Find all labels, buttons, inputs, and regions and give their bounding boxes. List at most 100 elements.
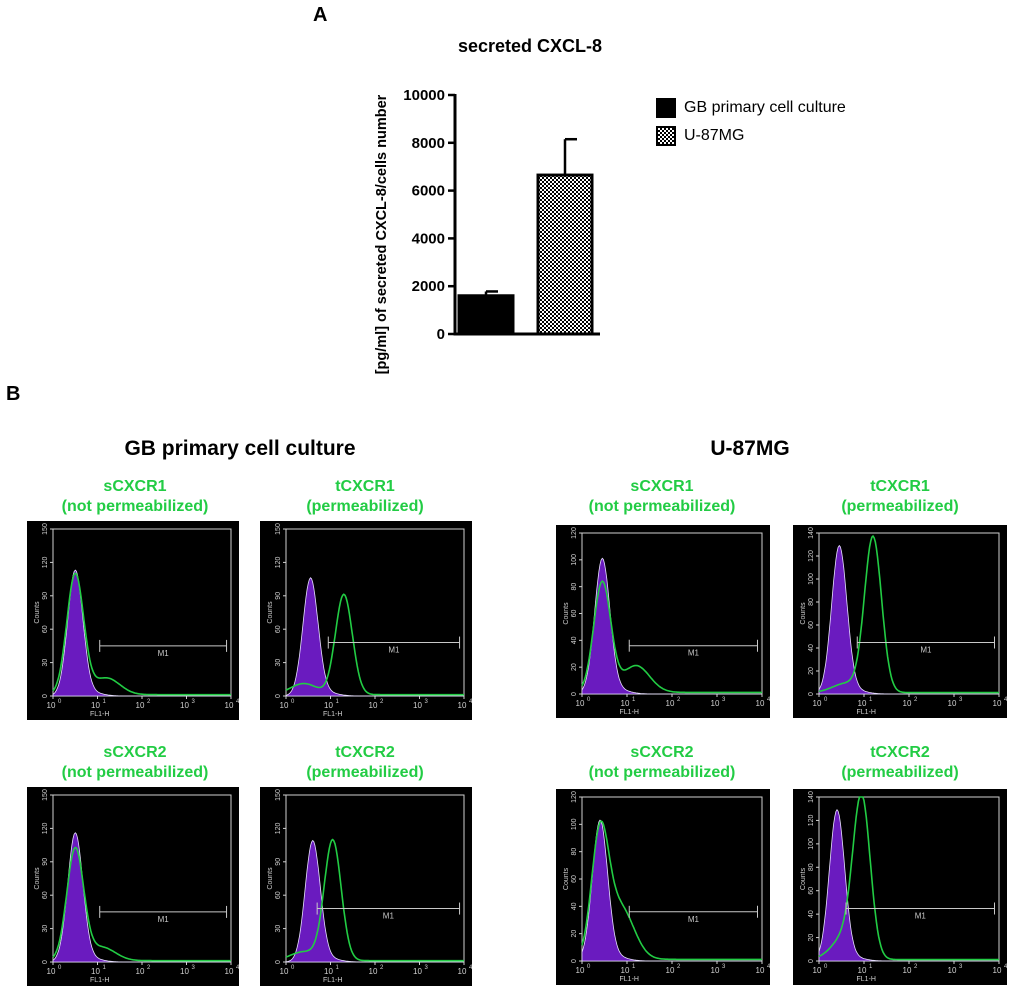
legend-item-gb: GB primary cell culture (656, 98, 846, 118)
x-tick-exponent: 1 (869, 964, 873, 970)
x-tick-exponent: 3 (959, 964, 963, 970)
legend-item-u87: U-87MG (656, 126, 846, 146)
y-axis-label: Counts (267, 867, 274, 890)
x-tick-label: 10 (813, 966, 822, 975)
y-tick-label: 150 (275, 789, 282, 801)
x-tick-exponent: 0 (58, 965, 62, 971)
x-tick-exponent: 1 (103, 699, 107, 705)
y-tick-label: 10000 (403, 87, 445, 104)
x-tick-exponent: 3 (425, 699, 429, 705)
x-axis-label: FL1-H (620, 709, 639, 716)
x-tick-label: 10 (666, 966, 675, 975)
group-title-u87: U-87MG (710, 437, 790, 460)
x-tick-label: 10 (47, 701, 56, 710)
x-tick-label: 10 (47, 967, 56, 976)
group-title-gb: GB primary cell culture (124, 437, 356, 460)
x-tick-exponent: 4 (469, 699, 472, 705)
x-tick-exponent: 3 (722, 964, 726, 970)
stained-histogram (581, 820, 762, 961)
x-tick-exponent: 3 (959, 697, 963, 703)
x-tick-exponent: 1 (632, 964, 636, 970)
y-tick-label: 60 (571, 610, 578, 618)
x-tick-exponent: 1 (336, 965, 340, 971)
y-tick-label: 20 (808, 667, 815, 675)
x-tick-label: 10 (858, 699, 867, 708)
y-tick-label: 0 (437, 326, 445, 343)
stained-histogram (285, 838, 464, 962)
x-axis-label: FL1-H (323, 711, 342, 718)
y-tick-label: 120 (808, 814, 815, 826)
x-axis-label: FL1-H (90, 711, 109, 718)
bar-legend: GB primary cell culture U-87MG (656, 98, 846, 146)
x-tick-exponent: 0 (824, 697, 828, 703)
x-tick-label: 10 (180, 701, 189, 710)
x-tick-exponent: 2 (677, 697, 681, 703)
control-histogram (818, 808, 999, 962)
y-axis-label: [pg/ml] of secreted CXCL-8/cells number (374, 94, 390, 374)
x-tick-label: 10 (948, 699, 957, 708)
x-tick-exponent: 0 (291, 965, 295, 971)
x-tick-exponent: 0 (587, 697, 591, 703)
x-tick-exponent: 1 (103, 965, 107, 971)
x-tick-label: 10 (458, 967, 467, 976)
x-tick-label: 10 (180, 967, 189, 976)
y-tick-label: 30 (275, 925, 282, 933)
y-tick-label: 0 (808, 959, 815, 963)
y-tick-label: 20 (808, 934, 815, 942)
legend-label-gb: GB primary cell culture (684, 99, 846, 116)
y-tick-label: 100 (808, 573, 815, 585)
x-tick-label: 10 (711, 966, 720, 975)
y-axis-label: Counts (34, 867, 41, 890)
x-tick-exponent: 0 (58, 699, 62, 705)
y-tick-label: 40 (808, 644, 815, 652)
y-axis-label: Counts (34, 601, 41, 624)
y-tick-label: 0 (275, 960, 282, 964)
x-tick-exponent: 1 (632, 697, 636, 703)
y-tick-label: 40 (571, 902, 578, 910)
y-tick-label: 80 (808, 598, 815, 606)
x-tick-exponent: 3 (192, 965, 196, 971)
x-tick-label: 10 (948, 966, 957, 975)
stained-histogram (285, 593, 464, 696)
y-tick-label: 90 (275, 858, 282, 866)
stained-histogram (818, 534, 999, 694)
y-tick-label: 100 (571, 554, 578, 566)
panel-b-label: B (6, 383, 21, 405)
x-tick-exponent: 2 (147, 699, 151, 705)
gate-label: M1 (688, 915, 700, 924)
legend-swatch-solid (656, 98, 676, 118)
y-tick-label: 8000 (412, 135, 445, 152)
stained-histogram (52, 572, 231, 696)
panel-a-label: A (313, 4, 328, 26)
x-tick-exponent: 3 (192, 699, 196, 705)
y-tick-label: 20 (571, 930, 578, 938)
y-tick-label: 60 (275, 891, 282, 899)
x-tick-label: 10 (903, 966, 912, 975)
y-tick-label: 80 (571, 583, 578, 591)
y-tick-label: 2000 (412, 278, 445, 295)
y-tick-label: 6000 (412, 183, 445, 200)
gate-label: M1 (388, 646, 400, 655)
y-tick-label: 0 (275, 694, 282, 698)
x-tick-exponent: 0 (824, 964, 828, 970)
x-tick-label: 10 (280, 701, 289, 710)
gate-label: M1 (915, 912, 927, 921)
y-tick-label: 30 (42, 659, 49, 667)
x-tick-label: 10 (903, 699, 912, 708)
gate-label: M1 (688, 649, 700, 658)
x-axis-label: FL1-H (323, 977, 342, 984)
x-tick-exponent: 4 (236, 699, 239, 705)
x-tick-exponent: 2 (380, 699, 384, 705)
x-tick-exponent: 4 (236, 965, 239, 971)
x-tick-exponent: 3 (425, 965, 429, 971)
x-axis-label: FL1-H (857, 709, 876, 716)
cond-label: sCXCR1 (not permeabilized) (588, 478, 736, 515)
y-tick-label: 120 (571, 527, 578, 539)
x-tick-label: 10 (621, 966, 630, 975)
y-tick-label: 80 (808, 863, 815, 871)
y-tick-label: 140 (808, 791, 815, 803)
x-tick-exponent: 4 (469, 965, 472, 971)
